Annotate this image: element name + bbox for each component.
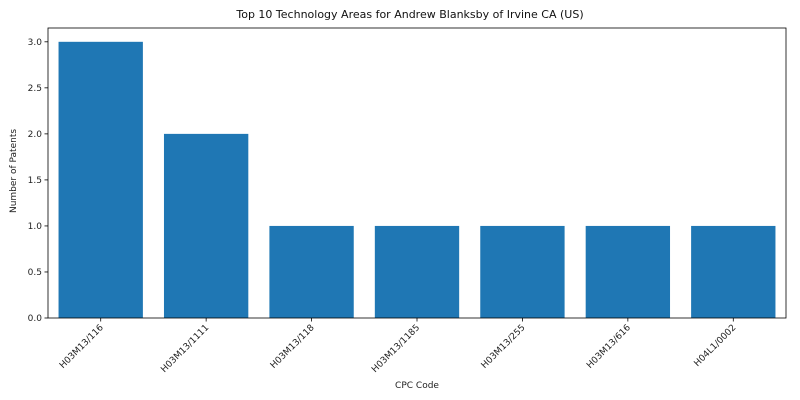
- y-tick-label: 2.0: [28, 130, 43, 140]
- x-axis: H03M13/116 H03M13/1111 H03M13/118 H03M13/11…: [58, 318, 738, 375]
- y-axis-label: Number of Patents: [9, 129, 19, 213]
- bar-3: [374, 225, 460, 318]
- x-tick-label: H03M13/116: [58, 323, 106, 371]
- x-tick-label: H03M13/1185: [370, 323, 422, 375]
- y-tick-label: 0.5: [28, 268, 42, 278]
- x-tick-label: H03M13/118: [269, 323, 317, 371]
- x-tick-label: H03M13/616: [585, 323, 633, 371]
- bar-4: [480, 225, 565, 318]
- x-tick-label: H03M13/1111: [159, 323, 211, 375]
- x-tick-label: H04L1/0002: [693, 323, 739, 369]
- y-tick-label: 1.0: [28, 222, 43, 232]
- y-axis: 0.0 0.5 1.0 1.5 2.0 2.5 3.0: [28, 38, 48, 324]
- chart-title: Top 10 Technology Areas for Andrew Blank…: [235, 8, 583, 21]
- bar-1: [163, 133, 249, 318]
- x-tick-label: H03M13/255: [480, 323, 528, 371]
- plot-frame: [47, 27, 787, 319]
- y-tick-label: 0.0: [28, 314, 43, 324]
- bar-0: [58, 41, 143, 319]
- y-tick-label: 3.0: [28, 38, 43, 48]
- x-axis-label: CPC Code: [395, 381, 439, 391]
- y-tick-label: 1.5: [28, 176, 42, 186]
- y-tick-label: 2.5: [28, 84, 42, 94]
- bar-5: [585, 225, 671, 318]
- bar-2: [269, 225, 354, 318]
- bar-6: [691, 225, 776, 318]
- bars-layer: [58, 41, 776, 319]
